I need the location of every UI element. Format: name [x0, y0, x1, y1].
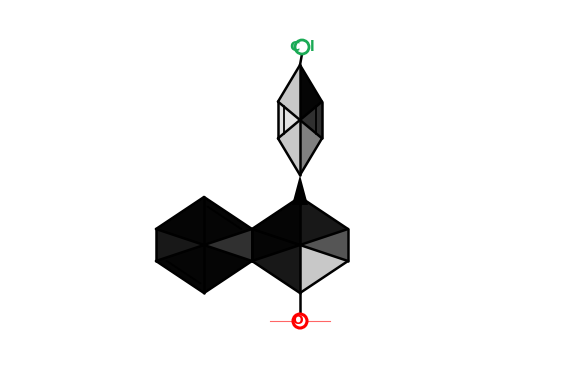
Text: C: C [290, 40, 300, 54]
Text: l: l [310, 40, 315, 54]
Polygon shape [278, 120, 300, 175]
Polygon shape [300, 197, 348, 245]
Polygon shape [292, 175, 308, 205]
Text: O: O [292, 315, 303, 328]
Circle shape [293, 314, 307, 328]
Polygon shape [252, 245, 300, 293]
Polygon shape [300, 65, 322, 120]
Polygon shape [204, 245, 252, 293]
Polygon shape [300, 120, 322, 175]
Polygon shape [252, 229, 300, 261]
Polygon shape [300, 102, 322, 138]
Polygon shape [156, 229, 204, 261]
Polygon shape [252, 197, 300, 245]
Polygon shape [156, 245, 204, 293]
Circle shape [295, 40, 309, 54]
Polygon shape [300, 229, 348, 261]
Polygon shape [300, 245, 348, 293]
Polygon shape [204, 197, 252, 245]
Polygon shape [278, 102, 300, 138]
Polygon shape [204, 229, 252, 261]
Polygon shape [278, 65, 300, 120]
Polygon shape [300, 65, 322, 138]
Polygon shape [156, 197, 204, 245]
